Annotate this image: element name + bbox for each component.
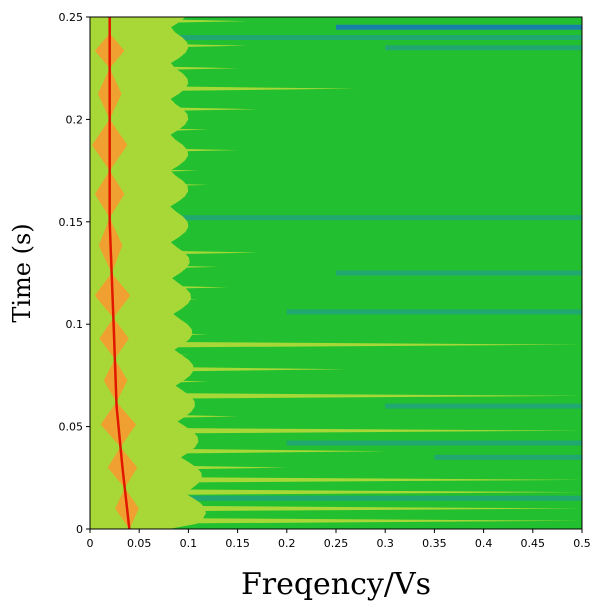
mid-streak-12 xyxy=(90,263,218,271)
y-axis-label: Time (s) xyxy=(8,223,36,322)
low-intensity-bands xyxy=(90,24,582,501)
low-band-0 xyxy=(90,215,582,221)
y-tick-label: 0.1 xyxy=(66,318,84,331)
mid-streak-3 xyxy=(90,85,356,92)
ridge-peak-line xyxy=(108,17,131,529)
mid-streak-7 xyxy=(90,167,199,174)
mid-streak-25 xyxy=(90,476,582,484)
x-tick: 0.4 xyxy=(475,529,493,550)
x-tick: 0.15 xyxy=(225,529,250,550)
mid-streak-27 xyxy=(90,505,582,512)
low-band-1 xyxy=(90,34,582,40)
y-tick: 0.25 xyxy=(59,11,90,24)
mid-streak-6 xyxy=(90,146,238,154)
x-tick-label: 0.2 xyxy=(278,537,296,550)
x-tick: 0.3 xyxy=(376,529,394,550)
y-tick: 0.2 xyxy=(66,113,90,126)
mid-streak-5 xyxy=(90,126,209,133)
x-axis-ticks: 0 0.05 0.1 0.15 0.2 0.25 0.3 0.35 0.4 0.45 0.5 xyxy=(87,529,591,550)
mid-streak-1 xyxy=(90,42,248,49)
low-band-9 xyxy=(188,495,582,501)
y-axis-ticks: 0 0.05 0.1 0.15 0.2 0.25 xyxy=(59,11,90,536)
low-band-6 xyxy=(385,403,582,409)
x-tick: 0 xyxy=(87,529,94,550)
x-tick-label: 0.4 xyxy=(475,537,493,550)
x-axis-label: Freqency/Vs xyxy=(241,567,431,602)
mid-streak-4 xyxy=(90,105,258,113)
y-tick: 0.1 xyxy=(66,318,90,331)
low-band-8 xyxy=(434,454,582,460)
x-tick-label: 0.5 xyxy=(573,537,591,550)
mid-streak-26 xyxy=(90,488,582,496)
y-tick: 0.15 xyxy=(59,216,90,229)
low-band-4 xyxy=(336,270,582,276)
x-tick: 0.35 xyxy=(422,529,447,550)
mid-streak-23 xyxy=(90,447,386,455)
x-tick: 0.2 xyxy=(278,529,296,550)
mid-streak-0 xyxy=(90,17,248,25)
mid-streak-16 xyxy=(90,341,582,348)
x-tick-label: 0.15 xyxy=(225,537,250,550)
x-tick: 0.45 xyxy=(521,529,546,550)
x-tick-label: 0.35 xyxy=(422,537,447,550)
mid-streak-18 xyxy=(90,366,346,373)
x-tick: 0.05 xyxy=(127,529,152,550)
x-tick: 0.25 xyxy=(324,529,349,550)
low-band-7 xyxy=(286,440,582,446)
low-band-5 xyxy=(286,309,582,315)
x-tick-label: 0.3 xyxy=(376,537,394,550)
mid-streak-2 xyxy=(90,65,238,72)
x-tick: 0.5 xyxy=(573,529,591,550)
y-tick-label: 0.25 xyxy=(59,11,84,24)
y-tick: 0 xyxy=(76,523,90,536)
y-tick-label: 0 xyxy=(76,523,83,536)
mid-streak-24 xyxy=(90,464,287,471)
x-tick-label: 0.05 xyxy=(127,537,152,550)
x-tick-label: 0 xyxy=(87,537,94,550)
mid-streak-22 xyxy=(90,427,582,434)
ridge-layer xyxy=(91,17,139,529)
mid-streak-11 xyxy=(90,249,258,256)
x-tick: 0.1 xyxy=(180,529,198,550)
mid-streak-20 xyxy=(90,392,582,400)
x-tick-label: 0.25 xyxy=(324,537,349,550)
y-tick-label: 0.05 xyxy=(59,421,84,434)
y-tick-label: 0.2 xyxy=(66,113,84,126)
low-band-3 xyxy=(385,45,582,51)
mid-streak-28 xyxy=(90,517,582,525)
low-band-2 xyxy=(336,24,582,30)
y-tick-label: 0.15 xyxy=(59,216,84,229)
x-tick-label: 0.1 xyxy=(180,537,198,550)
x-tick-label: 0.45 xyxy=(521,537,546,550)
plot-area xyxy=(90,17,582,529)
y-tick: 0.05 xyxy=(59,421,90,434)
